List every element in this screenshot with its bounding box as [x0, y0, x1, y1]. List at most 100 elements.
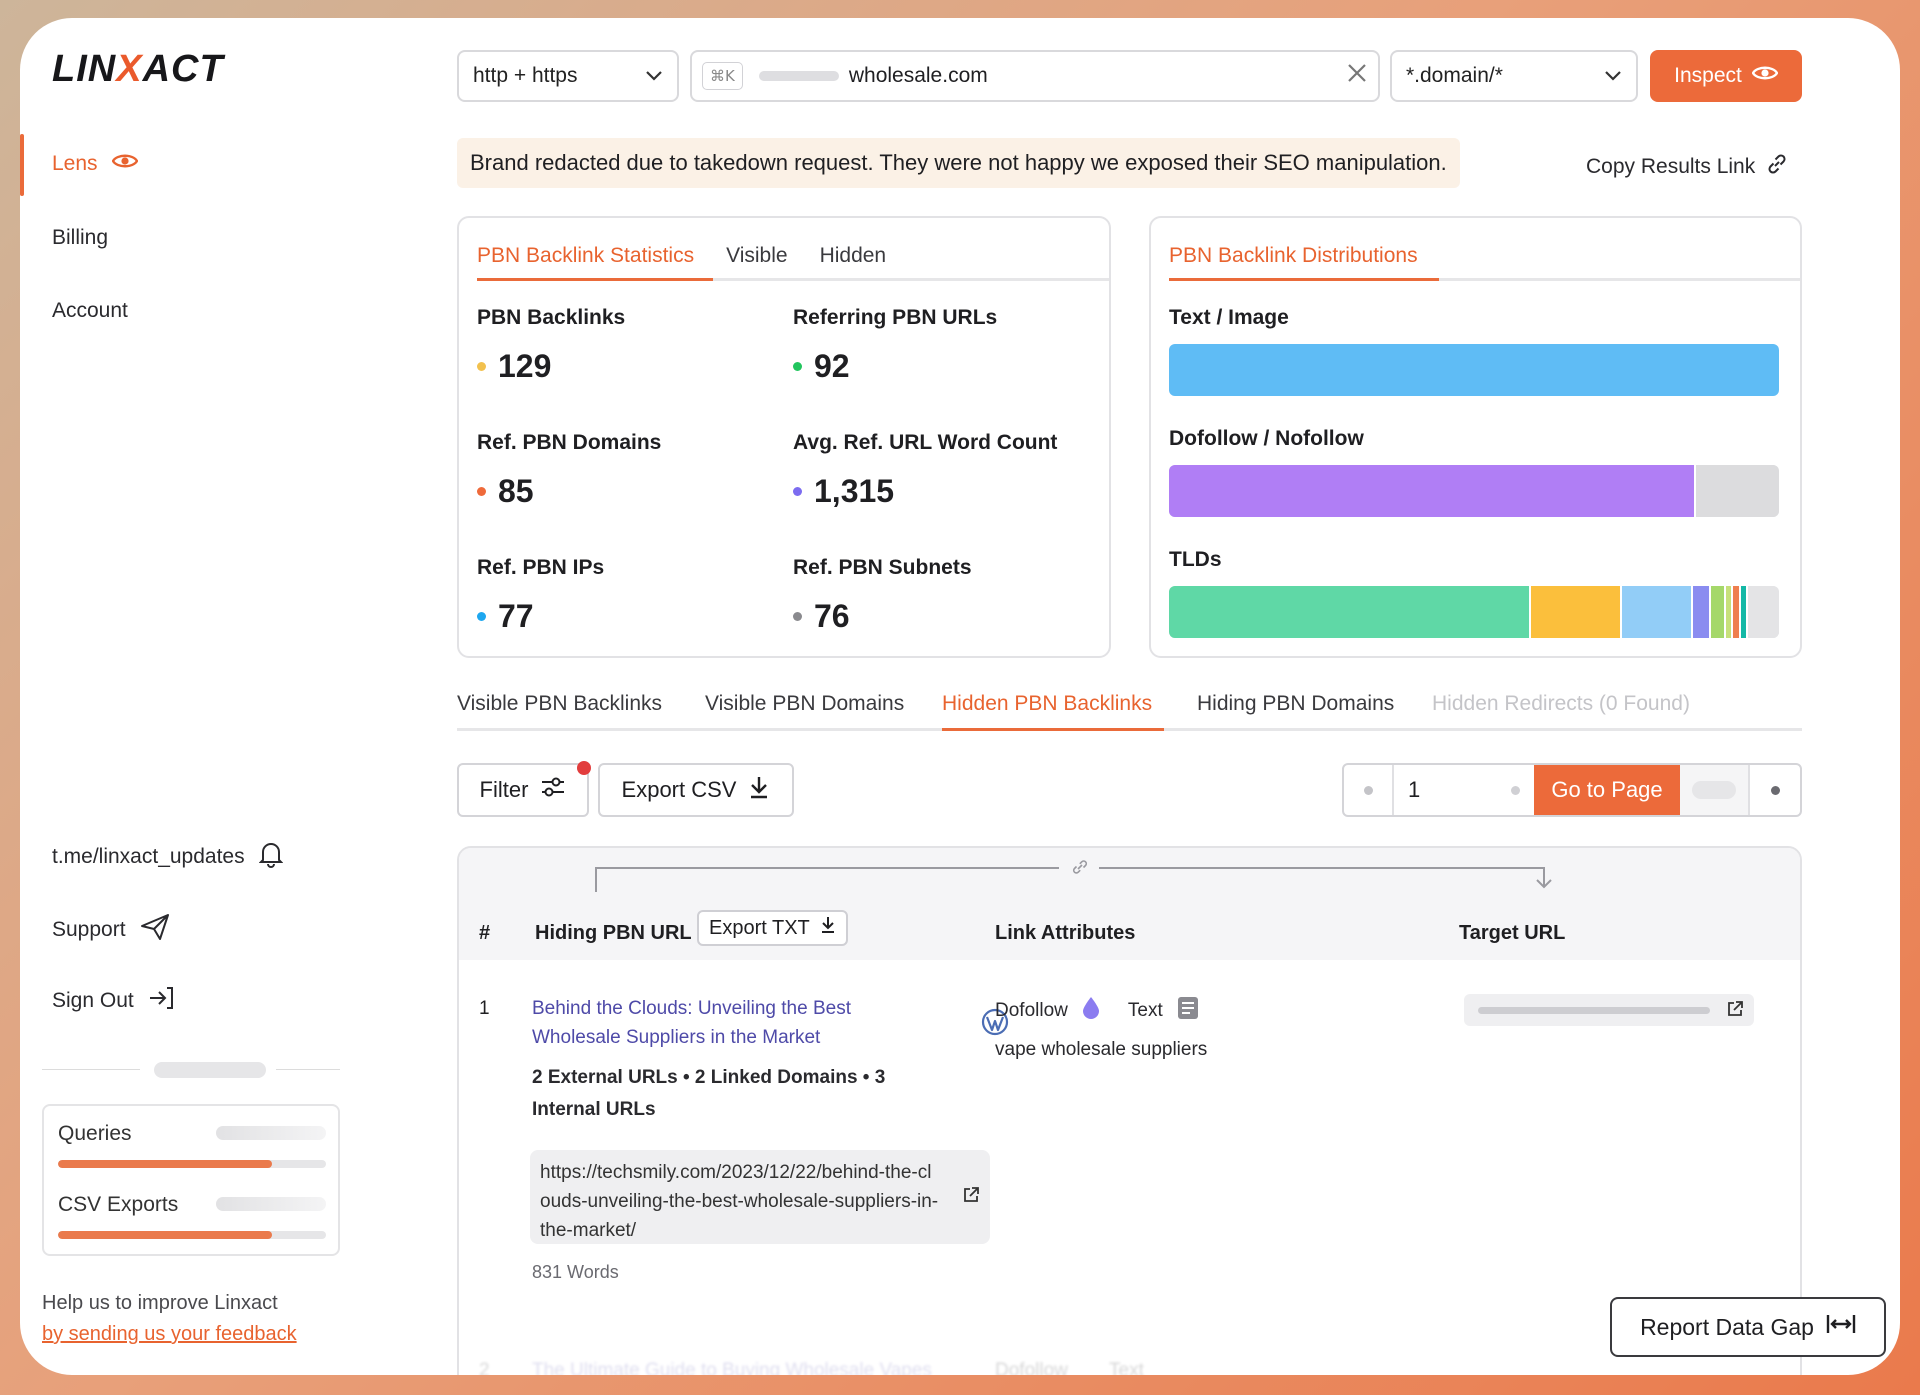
close-icon[interactable] [1346, 62, 1368, 90]
anchor-text: vape wholesale suppliers [995, 1039, 1208, 1060]
results-tabs: Visible PBN Backlinks Visible PBN Domain… [457, 692, 1802, 736]
sliders-icon [540, 776, 566, 804]
inspect-button[interactable]: Inspect [1650, 50, 1802, 102]
notice-text: Brand redacted due to takedown request. … [470, 150, 1447, 175]
usage-bar [58, 1231, 326, 1239]
usage-label: CSV Exports [58, 1193, 179, 1216]
external-link-icon[interactable] [962, 1184, 980, 1213]
usage-queries: Queries [58, 1122, 326, 1168]
prev-page-button[interactable] [1344, 765, 1394, 815]
dist-label-tlds: TLDs [1169, 548, 1222, 571]
tab-visible-pbn-domains[interactable]: Visible PBN Domains [705, 692, 905, 715]
status-dot [477, 612, 486, 621]
sign-out-link[interactable]: Sign Out [52, 986, 174, 1016]
dist-bar-text-image [1169, 344, 1779, 396]
row-number: 2 [479, 1360, 490, 1375]
filter-button[interactable]: Filter [457, 763, 589, 817]
sidebar-item-billing[interactable]: Billing [52, 226, 108, 250]
word-count: 831 Words [532, 1262, 619, 1282]
tab-hidden[interactable]: Hidden [819, 244, 887, 267]
link-icon [1072, 860, 1088, 874]
copy-results-link-button[interactable]: Copy Results Link [1586, 152, 1789, 182]
sidebar-item-label: Account [52, 299, 128, 322]
protocol-select[interactable]: http + https [457, 50, 679, 102]
usage-card: Queries CSV Exports [42, 1104, 340, 1256]
feedback-link[interactable]: by sending us your feedback [42, 1323, 297, 1345]
scope-select[interactable]: *.domain/* [1390, 50, 1638, 102]
hidden-backlinks-table: # Hiding PBN URL Export TXT Link Attribu… [457, 846, 1802, 1375]
app-window: LINXACT Lens Billing Account t.me/linxac… [20, 18, 1900, 1375]
tab-hiding-pbn-domains[interactable]: Hiding PBN Domains [1197, 692, 1395, 715]
go-to-page-button[interactable]: Go to Page [1534, 765, 1680, 815]
dot-icon [1770, 785, 1780, 795]
export-csv-label: Export CSV [621, 777, 737, 802]
usage-csv-exports: CSV Exports [58, 1193, 326, 1239]
support-label: Support [52, 918, 126, 941]
stat-label: Ref. PBN IPs [477, 556, 605, 579]
sidebar-item-label: Lens [52, 152, 98, 175]
shortcut-hint: ⌘K [702, 62, 743, 90]
table-header: # Hiding PBN URL Export TXT Link Attribu… [459, 848, 1800, 960]
telegram-updates-label: t.me/linxact_updates [52, 845, 245, 868]
report-data-gap-button[interactable]: Report Data Gap [1610, 1297, 1886, 1357]
stat-value: 92 [814, 348, 850, 384]
chevron-down-icon [645, 64, 663, 88]
column-header-target-url: Target URL [1459, 922, 1566, 944]
download-icon [820, 916, 836, 940]
external-link-icon[interactable] [1726, 1000, 1744, 1023]
hiding-page-title-link[interactable]: Behind the Clouds: Unveiling the Best Wh… [532, 998, 851, 1048]
takedown-notice: Brand redacted due to takedown request. … [457, 138, 1460, 188]
tab-pbn-backlink-distributions[interactable]: PBN Backlink Distributions [1169, 244, 1418, 267]
usage-value-redacted [216, 1126, 326, 1140]
go-to-page-label: Go to Page [1551, 777, 1663, 802]
tab-pbn-backlink-statistics[interactable]: PBN Backlink Statistics [477, 244, 695, 267]
protocol-value: http + https [473, 64, 578, 87]
active-tab-indicator [1169, 278, 1439, 281]
chevron-down-icon [1604, 64, 1622, 88]
stat-label: Referring PBN URLs [793, 306, 998, 329]
download-icon [748, 775, 770, 805]
dist-bar-follow [1169, 465, 1779, 517]
redacted-page-count [1680, 765, 1748, 815]
sidebar-item-account[interactable]: Account [52, 299, 128, 323]
link-type: Text [1109, 1360, 1144, 1375]
distribution-segment [1731, 586, 1739, 638]
next-page-button[interactable] [1748, 765, 1800, 815]
dist-bar-tlds [1169, 586, 1779, 638]
usage-label: Queries [58, 1122, 132, 1145]
status-dot [793, 487, 802, 496]
tab-visible[interactable]: Visible [726, 244, 788, 267]
stat-value: 1,315 [814, 473, 895, 509]
linxact-logo[interactable]: LINXACT [52, 48, 224, 90]
stat-value: 76 [814, 598, 850, 634]
pagination: 1 Go to Page [1342, 763, 1802, 817]
distribution-segment [1528, 586, 1621, 638]
export-csv-button[interactable]: Export CSV [598, 763, 794, 817]
export-txt-button[interactable]: Export TXT [697, 910, 848, 946]
page-number-input[interactable]: 1 [1394, 765, 1534, 815]
feedback-text: Help us to improve Linxact [42, 1292, 278, 1314]
hiding-page-title-link[interactable]: The Ultimate Guide to Buying Wholesale V… [532, 1360, 932, 1375]
status-dot [477, 487, 486, 496]
support-link[interactable]: Support [52, 913, 170, 947]
bell-icon [258, 840, 284, 874]
table-row: 2 The Ultimate Guide to Buying Wholesale… [459, 1344, 1800, 1375]
feedback-block: Help us to improve Linxact by sending us… [42, 1288, 297, 1350]
eye-icon [1751, 64, 1779, 88]
domain-search-input[interactable]: ⌘K wholesale.com [690, 50, 1380, 102]
sidebar-item-label: Billing [52, 226, 109, 249]
dot-icon [1363, 785, 1373, 795]
tab-visible-pbn-backlinks[interactable]: Visible PBN Backlinks [457, 692, 663, 715]
tab-hidden-pbn-backlinks[interactable]: Hidden PBN Backlinks [942, 692, 1153, 715]
tabs-underline [477, 278, 1109, 281]
telegram-updates-link[interactable]: t.me/linxact_updates [52, 840, 284, 874]
droplet-icon [1082, 996, 1100, 1026]
export-txt-label: Export TXT [709, 916, 810, 939]
search-value: wholesale.com [848, 64, 988, 87]
status-dot [477, 362, 486, 371]
pbn-distributions-card: PBN Backlink Distributions Text / Image … [1149, 216, 1802, 658]
sidebar-item-lens[interactable]: Lens [52, 152, 138, 176]
distribution-segment [1708, 586, 1725, 638]
sign-out-label: Sign Out [52, 989, 134, 1012]
distribution-segment [1169, 344, 1779, 396]
